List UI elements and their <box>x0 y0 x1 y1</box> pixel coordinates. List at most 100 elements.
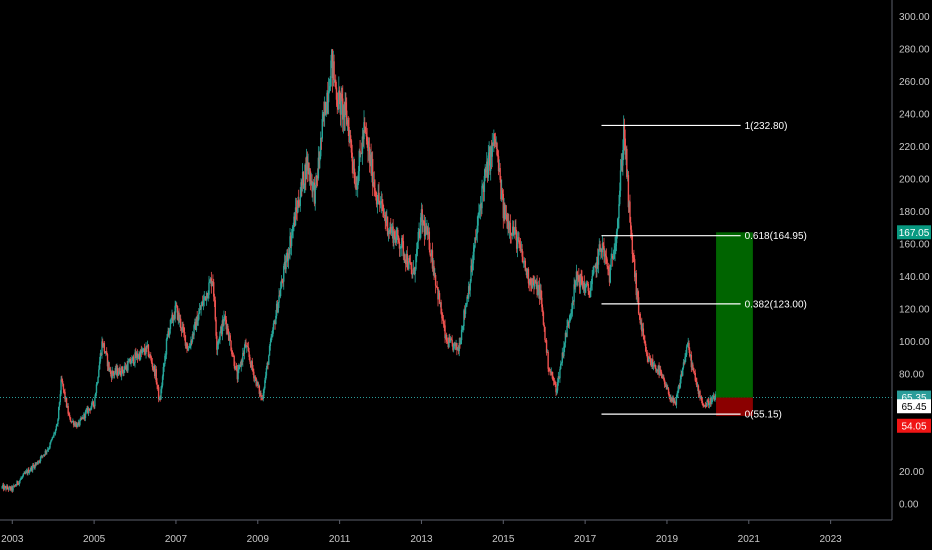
candle-body <box>279 288 282 297</box>
candle-body <box>543 324 545 327</box>
candle-body <box>519 243 521 245</box>
candle-body <box>60 379 62 395</box>
candle-body <box>105 351 107 354</box>
candle-body <box>630 222 632 230</box>
candle-body <box>158 399 161 400</box>
candle-body <box>278 295 280 303</box>
candle-body <box>274 321 276 325</box>
candle-body <box>39 460 41 462</box>
fib-level-label: 0.382(123.00) <box>745 299 807 310</box>
candle-body <box>309 171 311 175</box>
candle-body <box>460 340 462 345</box>
candle-body <box>43 454 46 456</box>
candle-body <box>14 485 17 487</box>
candle-body <box>26 471 28 474</box>
candle-body <box>572 301 575 303</box>
candle-body <box>239 364 242 367</box>
candle-body <box>108 362 110 371</box>
candle-body <box>364 122 366 127</box>
candle-body <box>46 449 49 451</box>
candle-body <box>339 92 342 115</box>
candle-body <box>530 284 533 288</box>
candle-body <box>286 252 288 261</box>
candle-body <box>46 450 48 453</box>
candle-body <box>453 343 455 350</box>
candle-body <box>322 114 324 120</box>
candle-body <box>652 359 654 367</box>
candle-body <box>160 389 162 400</box>
candle-body <box>235 365 237 370</box>
candle-body <box>120 374 122 376</box>
candle-body <box>486 161 488 173</box>
price-tick-label: 140.00 <box>899 272 930 283</box>
candle-body <box>109 369 111 371</box>
candle-body <box>613 251 615 259</box>
candle-body <box>412 273 414 275</box>
candle-body <box>123 369 125 373</box>
candle-body <box>94 393 97 398</box>
candle-body <box>421 209 423 226</box>
candle-body <box>346 119 349 125</box>
candle-body <box>240 360 242 367</box>
candle-body <box>180 328 183 331</box>
candle-body <box>453 342 456 344</box>
candle-body <box>558 376 560 379</box>
candle-body <box>681 367 684 376</box>
candle-body <box>340 93 342 115</box>
candle-body <box>159 399 161 400</box>
time-tick-label: 2003 <box>1 534 24 545</box>
candle-body <box>626 148 628 177</box>
candle-body <box>3 486 6 490</box>
candle-body <box>581 277 583 284</box>
candle-body <box>554 381 556 385</box>
candle-body <box>403 254 405 257</box>
candle-body <box>408 258 411 263</box>
candle-body <box>122 371 124 373</box>
candle-body <box>125 365 128 370</box>
candle-body <box>342 98 344 120</box>
candle-body <box>242 352 244 362</box>
candle-body <box>183 332 186 336</box>
candle-body <box>549 370 552 373</box>
candle-body <box>102 343 105 347</box>
candle-body <box>374 188 376 191</box>
candle-body <box>238 366 240 370</box>
candle-body <box>50 441 52 443</box>
candle-body <box>276 303 279 313</box>
candle-body <box>87 408 90 413</box>
candle-body <box>536 281 538 295</box>
candle-body <box>615 231 618 244</box>
candle-body <box>574 284 576 288</box>
candle-body <box>672 397 674 404</box>
candle-body <box>569 314 571 321</box>
candle-body <box>406 253 408 268</box>
candle-body <box>228 335 231 341</box>
candle-body <box>296 210 298 213</box>
candle-body <box>104 351 106 354</box>
candle-body <box>371 158 374 187</box>
candle-body <box>145 345 147 354</box>
candle-body <box>513 233 516 235</box>
candle-body <box>537 292 539 295</box>
candle-body <box>635 273 637 296</box>
candle-body <box>460 329 463 341</box>
candle-body <box>233 356 235 366</box>
candle-body <box>459 342 461 345</box>
candle-body <box>216 344 219 350</box>
candle-body <box>262 393 264 400</box>
candle-body <box>106 354 109 367</box>
candle-body <box>429 249 431 255</box>
time-axis[interactable]: 2003 2005 2007 2009 2011 2013 2015 2017 2019 2021… <box>1 520 842 545</box>
candle-body <box>494 138 497 145</box>
price-axis[interactable]: 300.00 280.00 260.00 240.00 220.00 200.00 180.… <box>899 12 930 511</box>
candle-body <box>325 113 327 115</box>
candle-body <box>198 313 200 320</box>
candle-body <box>117 373 120 376</box>
candle-body <box>700 396 702 398</box>
candle-body <box>323 102 326 116</box>
candle-body <box>516 237 519 249</box>
candle-body <box>469 281 471 291</box>
candle-body <box>715 394 717 397</box>
candle-body <box>467 296 469 299</box>
